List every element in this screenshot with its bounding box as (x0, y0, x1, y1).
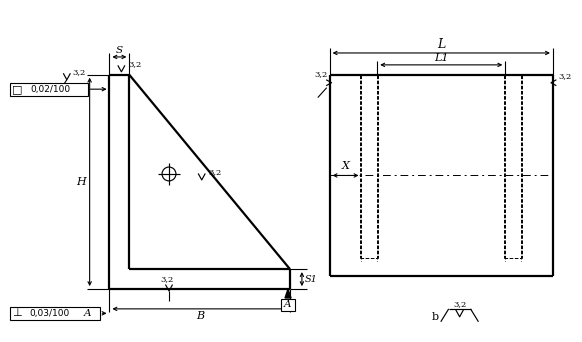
Text: ⊥: ⊥ (12, 308, 22, 318)
Text: 3,2: 3,2 (453, 300, 466, 308)
Text: 3,2: 3,2 (129, 60, 141, 68)
Bar (10, 307, 100, 320)
Bar (281, 299, 295, 311)
Text: 3,2: 3,2 (315, 70, 328, 78)
Text: 0,03/100: 0,03/100 (29, 309, 70, 318)
Text: 0,02/100: 0,02/100 (30, 85, 70, 94)
Text: 3,2: 3,2 (161, 275, 173, 283)
Text: B: B (196, 311, 204, 321)
Text: A: A (84, 309, 91, 318)
Text: L1: L1 (434, 53, 449, 63)
Text: X: X (342, 160, 349, 171)
Text: H: H (76, 177, 86, 187)
Text: □: □ (12, 84, 23, 94)
Polygon shape (285, 289, 291, 298)
Text: 3,2: 3,2 (559, 72, 572, 80)
Text: 3,2: 3,2 (209, 168, 222, 176)
Text: 3,2: 3,2 (73, 68, 86, 76)
Text: A: A (284, 300, 292, 310)
Text: S: S (116, 46, 123, 55)
Text: b: b (431, 312, 438, 322)
Text: S1: S1 (305, 275, 318, 284)
Text: L: L (437, 38, 445, 51)
Bar (10, 83, 88, 96)
